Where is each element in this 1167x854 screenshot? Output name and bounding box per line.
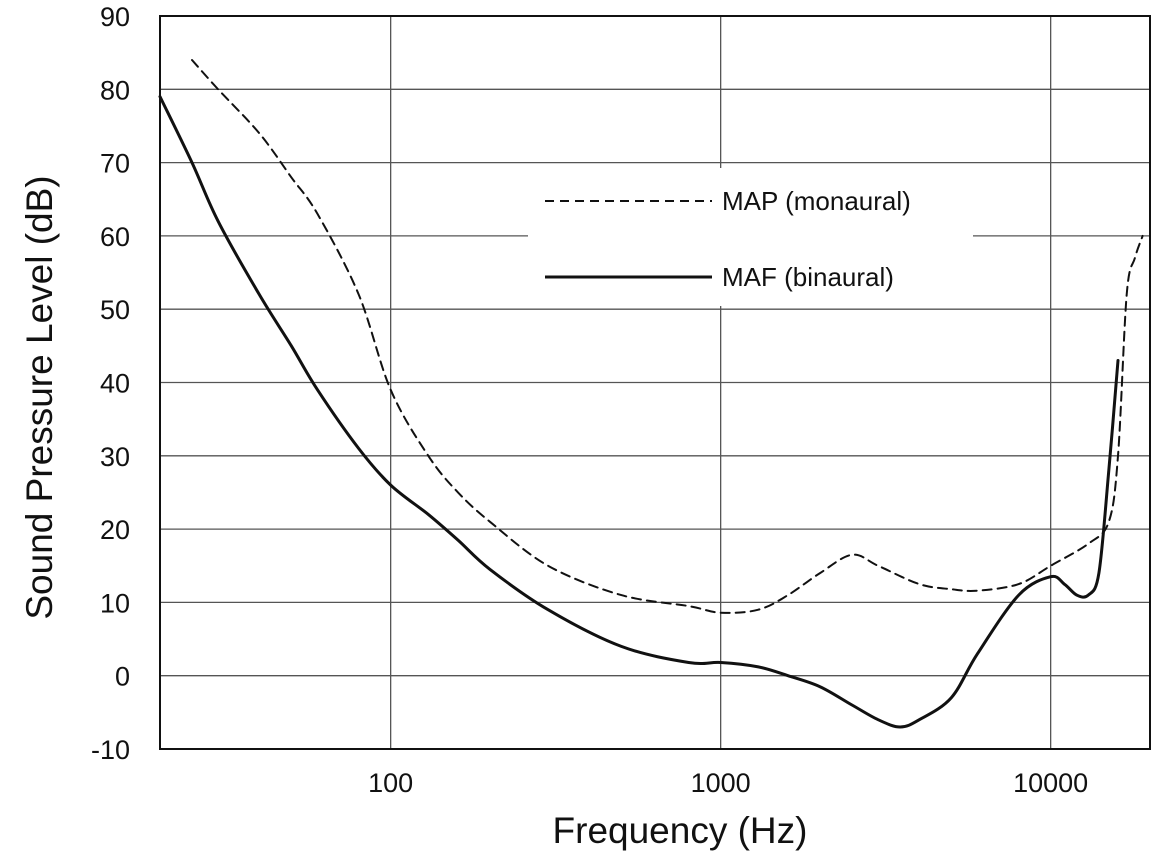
legend: MAP (monaural) MAF (binaural) [528, 168, 973, 306]
x-tick-label: 100 [368, 768, 413, 798]
series-layer [158, 59, 1144, 729]
y-tick-label: 90 [100, 2, 130, 32]
y-tick-label: 40 [100, 369, 130, 399]
y-tick-label: -10 [91, 735, 130, 765]
plot-frame [159, 15, 1151, 750]
series-line-maf [158, 95, 1120, 729]
y-tick-labels: -10 0 10 20 30 40 50 60 70 80 90 [91, 2, 130, 765]
y-tick-label: 30 [100, 442, 130, 472]
y-tick-label: 80 [100, 75, 130, 105]
legend-label-map: MAP (monaural) [722, 186, 911, 216]
y-tick-label: 20 [100, 515, 130, 545]
x-axis-title: Frequency (Hz) [553, 810, 808, 851]
y-tick-label: 70 [100, 149, 130, 179]
x-tick-labels: 100 1000 10000 [368, 768, 1088, 798]
y-tick-label: 0 [115, 662, 130, 692]
y-tick-label: 60 [100, 222, 130, 252]
y-axis-title: Sound Pressure Level (dB) [19, 175, 60, 619]
legend-label-maf: MAF (binaural) [722, 262, 894, 292]
series-line-map [191, 59, 1144, 614]
y-tick-label: 50 [100, 295, 130, 325]
grid-lines [160, 15, 1150, 750]
x-tick-label: 10000 [1013, 768, 1088, 798]
y-tick-label: 10 [100, 588, 130, 618]
legend-background [528, 168, 973, 306]
x-tick-label: 1000 [691, 768, 751, 798]
